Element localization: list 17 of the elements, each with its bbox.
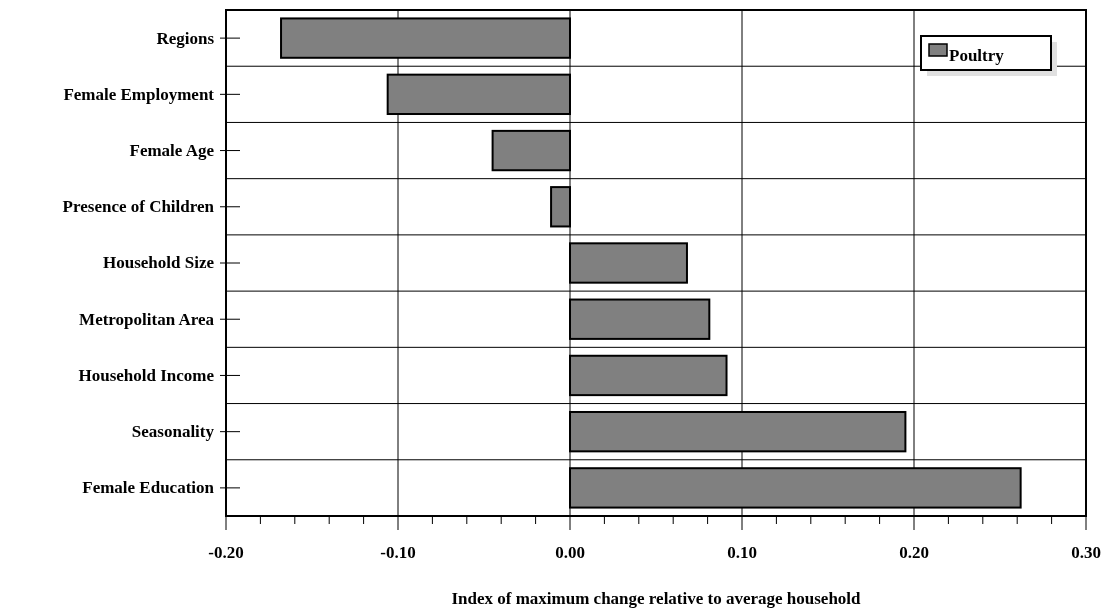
y-tick-label: Female Employment — [63, 84, 215, 104]
x-tick-label: 0.20 — [899, 543, 929, 562]
y-tick-label: Metropolitan Area — [79, 309, 215, 329]
x-tick-label: 0.00 — [555, 543, 585, 562]
x-tick-label: 0.30 — [1071, 543, 1101, 562]
y-tick-label: Seasonality — [131, 422, 215, 442]
x-tick-label: -0.10 — [380, 543, 416, 562]
y-tick-label: Household Size — [103, 253, 215, 273]
x-tick-label: 0.10 — [727, 543, 757, 562]
legend-label: Poultry — [949, 46, 1005, 65]
y-tick-label: Presence of Children — [62, 197, 215, 217]
y-tick-label: Female Age — [129, 141, 215, 160]
y-tick-label: Household Income — [78, 365, 215, 385]
text: -0.20 — [208, 543, 244, 562]
y-tick-label: Female Education — [82, 478, 215, 498]
y-tick-label: Regions — [156, 28, 215, 48]
x-axis-title: Index of maximum change relative to average household — [451, 589, 862, 608]
